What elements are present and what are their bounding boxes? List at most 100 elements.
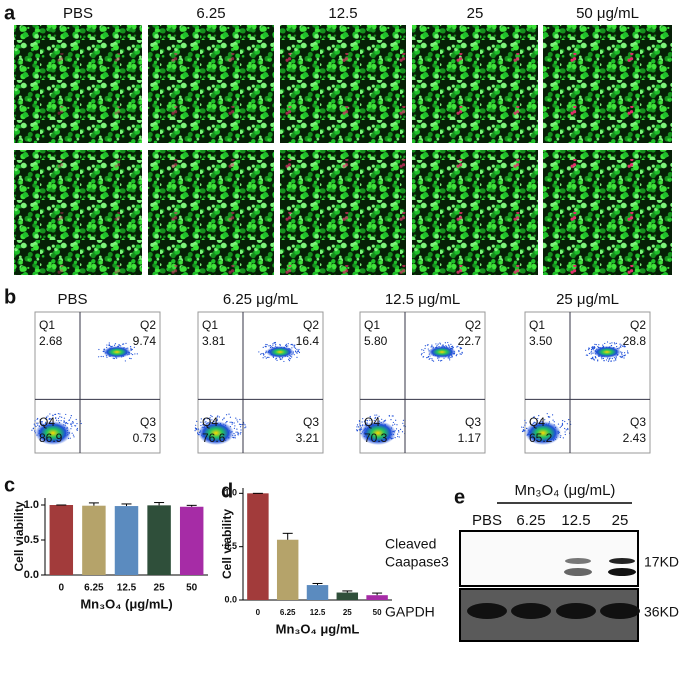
quadrant-value: 0.73	[133, 431, 157, 445]
event-dot	[291, 347, 293, 349]
bar	[179, 506, 204, 575]
event-dot	[610, 344, 613, 347]
event-dot	[423, 351, 425, 354]
event-dot	[293, 345, 295, 347]
event-dot	[130, 347, 132, 349]
event-dot	[266, 344, 268, 346]
quadrant-name: Q1	[39, 318, 55, 332]
event-dot	[129, 357, 131, 359]
event-dot	[397, 433, 399, 435]
event-dot	[402, 419, 405, 421]
event-dot	[590, 351, 592, 353]
density	[35, 421, 71, 445]
event-dot	[401, 431, 404, 433]
quadrant-name: Q3	[303, 415, 319, 429]
bar	[147, 505, 171, 575]
event-dot	[235, 431, 237, 433]
quadrant-value: 2.68	[39, 334, 63, 348]
event-dot	[125, 342, 127, 344]
event-dot	[435, 343, 437, 345]
event-dot	[47, 415, 49, 417]
event-dot	[447, 357, 449, 359]
event-dot	[76, 422, 78, 425]
event-dot	[619, 355, 621, 357]
event-dot	[611, 342, 613, 344]
event-dot	[598, 344, 600, 346]
event-dot	[205, 421, 207, 423]
event-dot	[63, 420, 65, 422]
event-dot	[216, 416, 218, 418]
event-dot	[428, 358, 430, 360]
event-dot	[356, 424, 359, 426]
quadrant-name: Q2	[465, 318, 481, 332]
event-dot	[431, 358, 433, 360]
event-dot	[262, 346, 264, 348]
event-dot	[268, 345, 270, 347]
event-dot	[604, 342, 606, 345]
event-dot	[565, 429, 567, 431]
event-dot	[36, 422, 38, 424]
event-dot	[439, 342, 441, 344]
event-dot	[200, 418, 202, 420]
quadrant-name: Q3	[140, 415, 156, 429]
event-dot	[621, 351, 623, 354]
event-dot	[239, 418, 241, 421]
event-dot	[564, 431, 566, 433]
event-dot	[622, 345, 624, 347]
event-dot	[560, 425, 562, 427]
event-dot	[229, 416, 232, 418]
event-dot	[129, 346, 132, 348]
event-dot	[615, 358, 617, 360]
quadrant-value: 28.8	[623, 334, 647, 348]
event-dot	[195, 428, 197, 430]
dead-cells	[412, 150, 538, 275]
event-dot	[376, 414, 378, 416]
x-tick-label: 25	[343, 608, 352, 617]
event-dot	[562, 420, 564, 422]
event-dot	[226, 420, 228, 423]
event-dot	[621, 354, 623, 356]
event-dot	[439, 360, 442, 362]
event-dot	[601, 358, 603, 360]
event-dot	[364, 421, 366, 423]
quadrant-value: 1.17	[458, 431, 482, 445]
event-dot	[276, 359, 278, 361]
event-dot	[281, 358, 283, 360]
quadrant-value: 3.21	[296, 431, 320, 445]
event-dot	[359, 424, 361, 427]
event-dot	[134, 353, 136, 355]
event-dot	[613, 360, 615, 362]
event-dot	[240, 431, 242, 434]
event-dot	[588, 349, 590, 351]
event-dot	[45, 418, 47, 420]
event-dot	[362, 418, 364, 420]
event-dot	[72, 434, 75, 436]
event-dot	[585, 354, 588, 356]
event-dot	[37, 422, 39, 424]
event-dot	[616, 346, 618, 348]
bar	[276, 539, 299, 600]
event-dot	[114, 343, 117, 345]
event-dot	[294, 347, 297, 349]
y-tick-label: 1.0	[224, 488, 237, 498]
event-dot	[429, 357, 431, 360]
event-dot	[524, 419, 526, 421]
event-dot	[288, 357, 290, 359]
event-dot	[606, 341, 609, 343]
event-dot	[392, 421, 394, 424]
event-dot	[75, 418, 77, 421]
x-tick-label: 6.25	[84, 583, 104, 594]
event-dot	[398, 436, 400, 438]
event-dot	[597, 346, 599, 348]
event-dot	[237, 421, 239, 423]
lane-label: 6.25	[516, 512, 545, 529]
quadrant-name: Q1	[529, 318, 545, 332]
event-dot	[261, 352, 263, 355]
band	[608, 568, 636, 576]
event-dot	[48, 417, 50, 420]
event-dot	[442, 344, 444, 346]
event-dot	[584, 349, 587, 351]
event-dot	[291, 356, 293, 358]
event-dot	[594, 343, 596, 345]
event-dot	[591, 348, 593, 350]
